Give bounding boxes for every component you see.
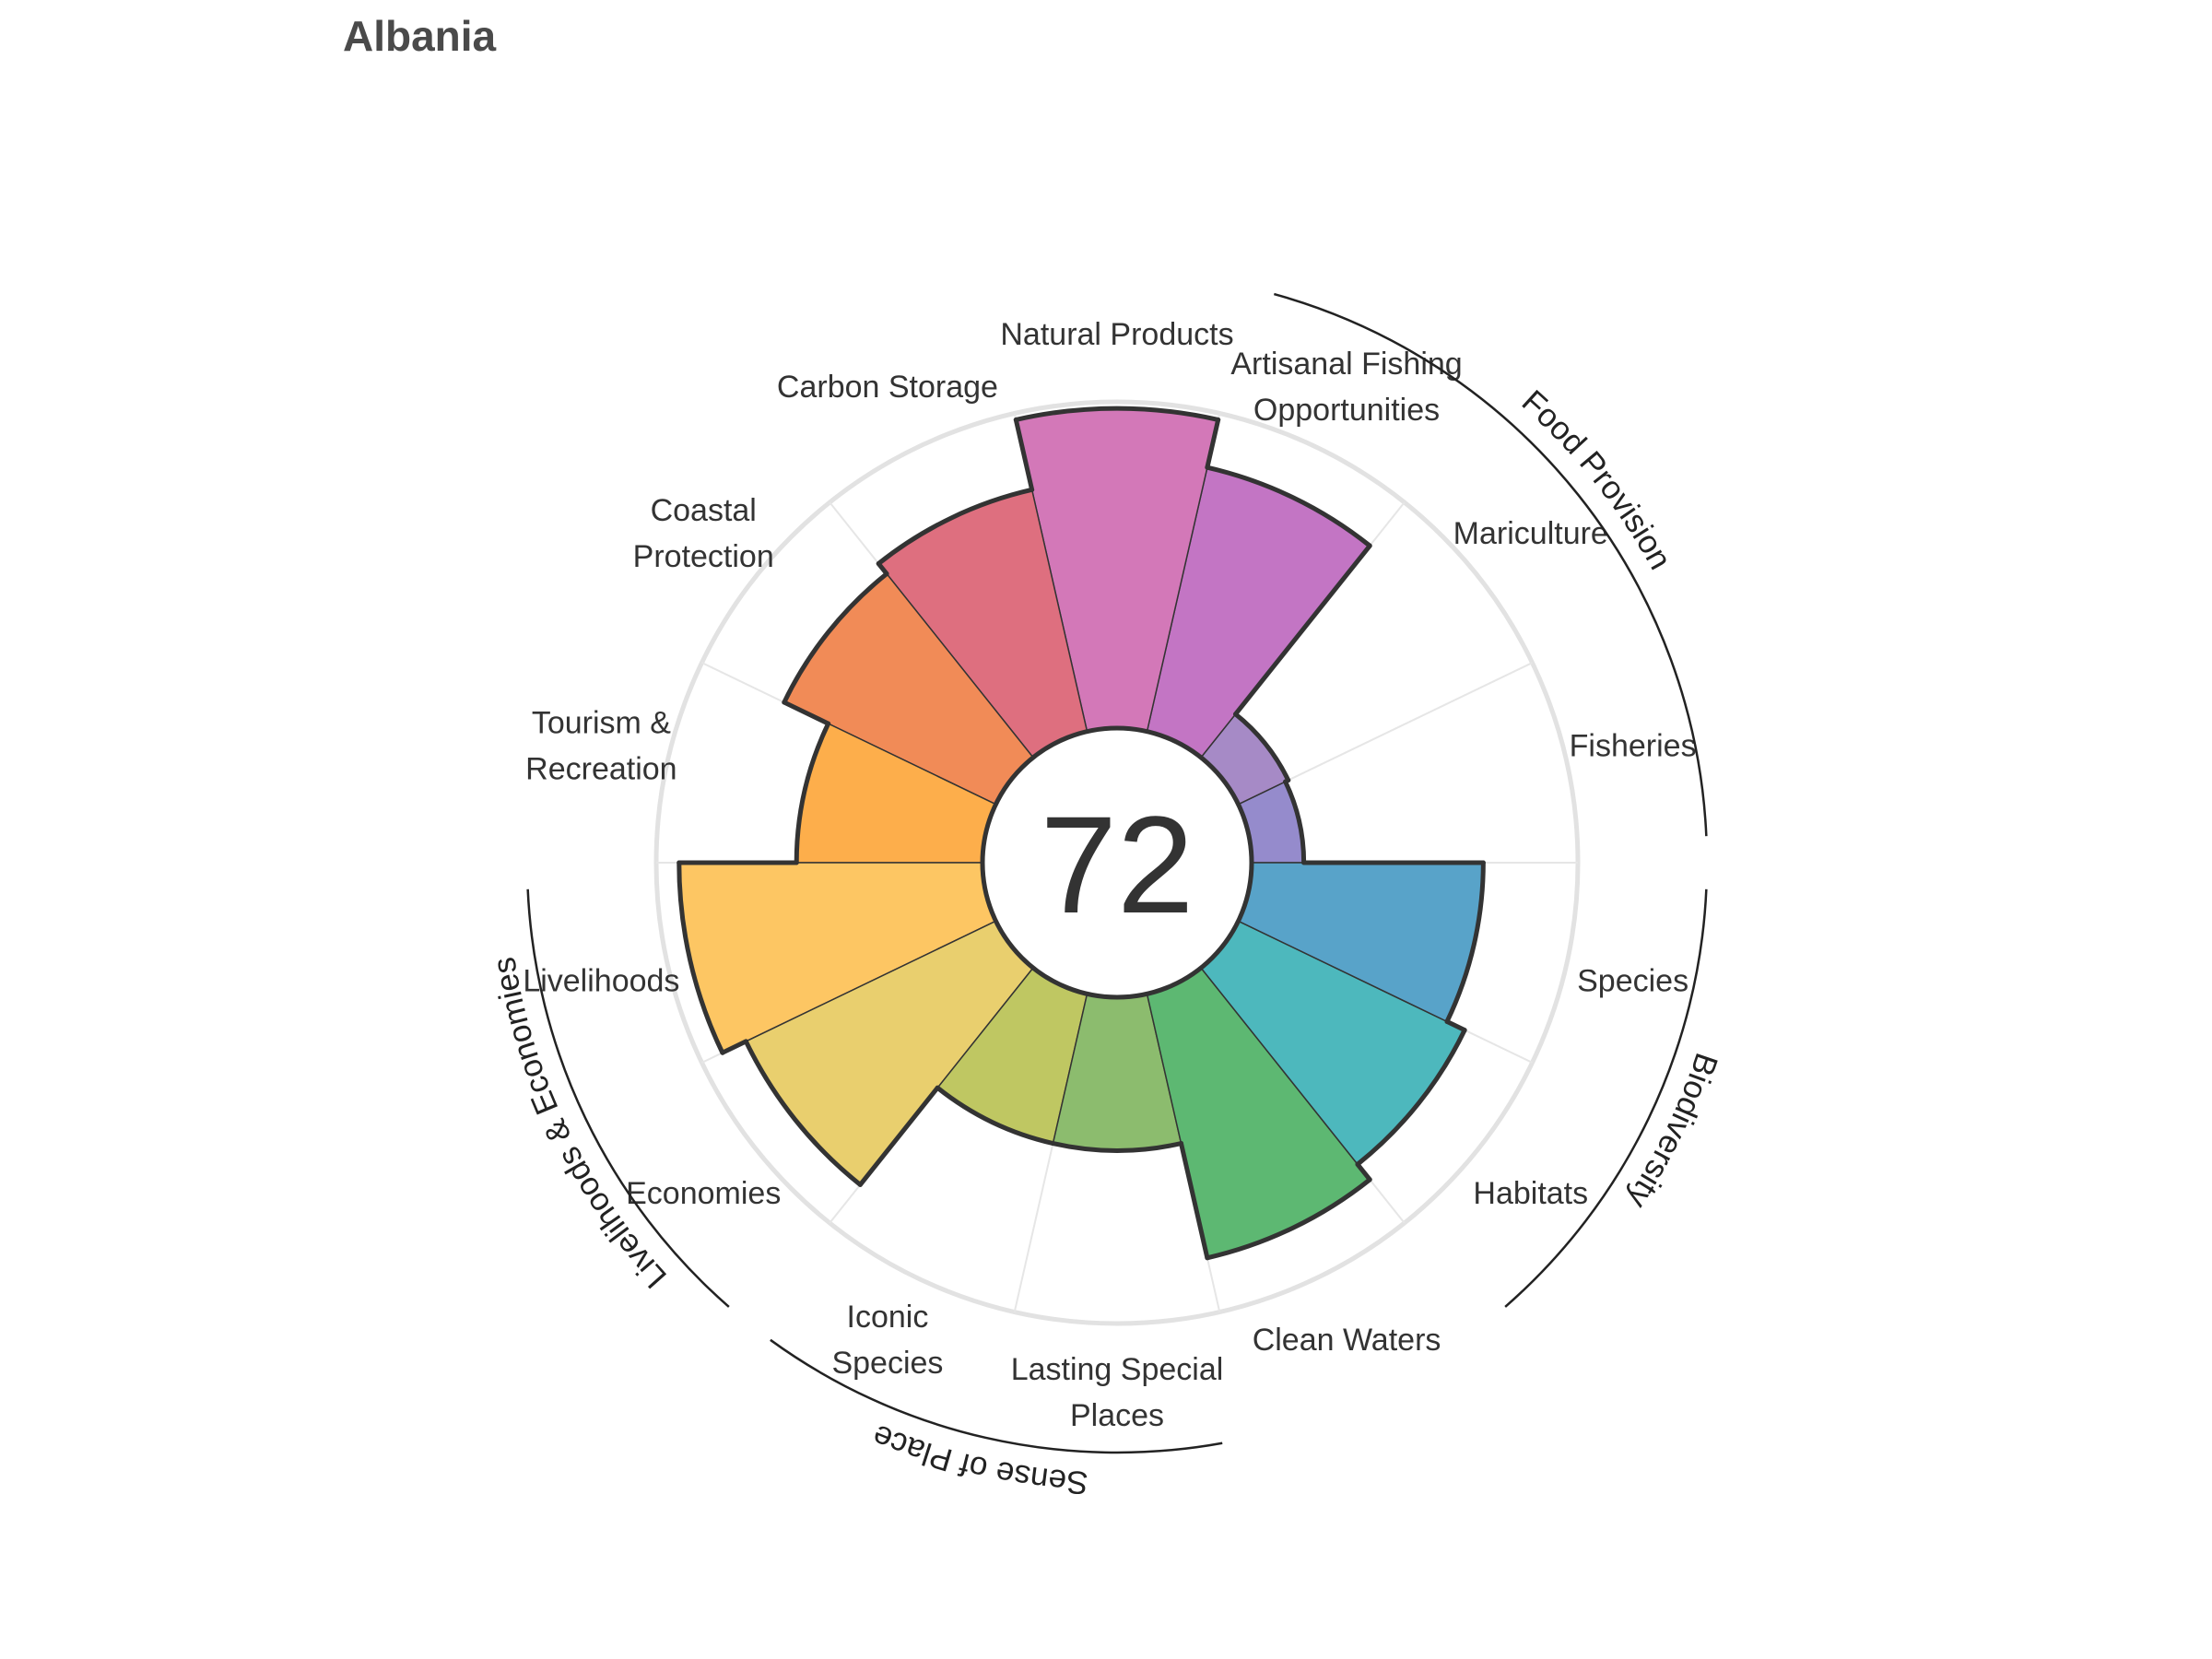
label-clean-waters: Clean Waters — [1253, 1323, 1441, 1358]
group-arc-livelihoods-and-economies — [526, 888, 730, 1308]
group-label-sense-of-place: Sense of Place — [867, 1418, 1089, 1501]
petal-connector — [720, 1039, 748, 1055]
petal-connector — [857, 1085, 940, 1187]
petal-outline-lasting-special-places — [1050, 1141, 1184, 1153]
petal-connector — [1013, 417, 1035, 492]
chart-outline — [677, 406, 1486, 1261]
label-tourism-and-recreation: Tourism & Recreation — [525, 705, 677, 786]
petal-outline-tourism-and-recreation — [794, 721, 831, 865]
petal-connector — [1233, 543, 1372, 717]
petal-outline-economies — [743, 1039, 863, 1187]
page-title: Albania — [343, 12, 497, 60]
center-disc — [980, 725, 1254, 1000]
petal-connector — [782, 700, 831, 726]
segment-labels: Fisheries Mariculture Artisanal Fishing Opp… — [523, 317, 1696, 1433]
label-natural-products: Natural Products — [1000, 317, 1233, 352]
petal-outline-clean-waters — [1205, 1177, 1372, 1261]
petal-outline-livelihoods — [677, 860, 725, 1055]
label-fisheries: Fisheries — [1570, 728, 1697, 763]
label-lasting-special-places: Lasting Special Places — [1011, 1352, 1224, 1433]
petal-outline-species — [1444, 860, 1486, 1024]
petal-outline-carbon-storage — [876, 487, 1035, 567]
petal-outline-natural-products — [1013, 406, 1221, 422]
petal-outline-habitats — [1355, 1028, 1467, 1167]
label-iconic-species: Iconic Species — [831, 1300, 943, 1381]
petal-connector — [1355, 1161, 1372, 1182]
petal-outline-fisheries — [1283, 779, 1307, 865]
group-label-biodiversity: Biodiversity — [1619, 1049, 1724, 1216]
petal-connector — [1444, 1018, 1467, 1033]
group-label-livelihoods-and-economies: Livelihoods & Economies — [486, 955, 674, 1295]
label-mariculture: Mariculture — [1453, 516, 1608, 551]
petal-outline-artisanal-fishing-opportunities — [1205, 465, 1372, 548]
label-habitats: Habitats — [1473, 1176, 1588, 1211]
label-carbon-storage: Carbon Storage — [777, 370, 998, 405]
center-score: 72 — [1041, 787, 1194, 942]
label-livelihoods: Livelihoods — [523, 964, 679, 999]
petal-connector — [1179, 1141, 1210, 1261]
label-species: Species — [1577, 964, 1688, 999]
petal-outline-mariculture — [1233, 712, 1291, 783]
petal-outline-coastal-protection — [782, 571, 889, 705]
group-arc-sense-of-place — [770, 1338, 1223, 1454]
group-arc-biodiversity — [1504, 888, 1708, 1308]
chart-petals — [678, 407, 1485, 1259]
label-coastal-protection: Coastal Protection — [633, 493, 774, 574]
petal-connector — [1205, 417, 1221, 470]
group-arc-food-provision — [1274, 292, 1708, 837]
label-economies: Economies — [626, 1176, 781, 1211]
label-artisanal-fishing-opportunities: Artisanal Fishing Opportunities — [1230, 347, 1462, 428]
petal-outline-iconic-species — [935, 1085, 1055, 1147]
